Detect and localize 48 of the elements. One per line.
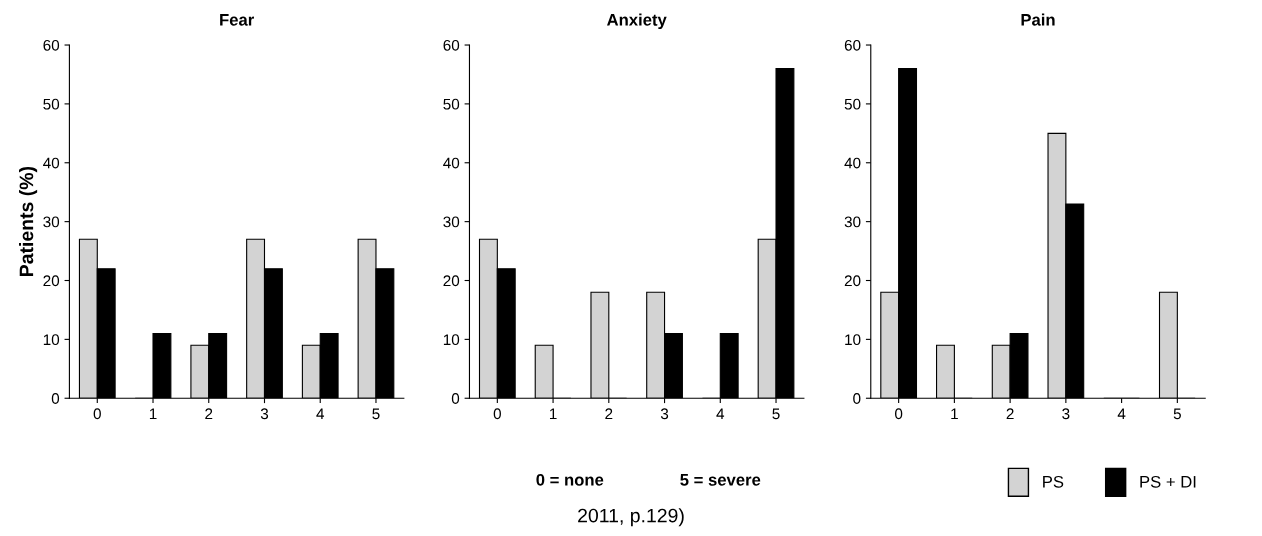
x-tick-label: 4: [716, 408, 725, 420]
y-tick-label: 20: [844, 275, 861, 287]
legend-label: PS: [1043, 475, 1064, 488]
y-tick-label: 50: [844, 98, 861, 110]
x-tick-label: 0: [93, 408, 101, 420]
y-tick-label: 40: [844, 157, 861, 169]
x-tick-label: 5: [1173, 408, 1181, 420]
y-tick-label: 20: [443, 275, 460, 287]
y-tick-label: 40: [443, 157, 460, 169]
x-tick-label: 3: [660, 408, 669, 420]
chart-title: Anxiety: [606, 13, 667, 30]
x-tick-label: 2: [205, 408, 213, 420]
chart-title: Pain: [1021, 13, 1055, 26]
y-tick-label: 10: [43, 334, 60, 346]
x-tick-label: 5: [372, 408, 380, 420]
x-tick-label: 1: [549, 408, 557, 420]
legend-label: PS + DI: [1140, 475, 1196, 488]
y-tick-label: 10: [845, 334, 861, 346]
y-axis-title: Patients (%): [19, 166, 38, 276]
chart-title: Fear: [220, 14, 254, 26]
y-tick-label: 30: [43, 216, 60, 228]
x-tick-label: 5: [772, 408, 780, 420]
x-tick-label: 4: [316, 408, 325, 420]
y-tick-label: 60: [844, 39, 861, 51]
y-tick-label: 0: [51, 393, 60, 404]
y-tick-label: 40: [43, 157, 60, 169]
x-tick-label: 1: [951, 408, 958, 420]
text: 0 = none: [536, 473, 604, 486]
text: 2011, p.129): [578, 508, 684, 527]
y-tick-label: 0: [853, 393, 861, 404]
x-tick-label: 2: [1006, 408, 1014, 420]
x-tick-label: 0: [895, 408, 903, 420]
x-tick-label: 0: [493, 408, 501, 420]
y-tick-label: 10: [443, 334, 460, 346]
x-tick-label: 1: [149, 408, 157, 420]
text: 5 = severe: [680, 474, 761, 486]
y-tick-label: 50: [443, 98, 460, 110]
y-tick-label: 30: [844, 216, 861, 228]
y-tick-label: 50: [43, 98, 60, 110]
x-tick-label: 3: [1062, 408, 1070, 420]
x-tick-label: 4: [1117, 408, 1126, 420]
x-tick-label: 2: [605, 408, 613, 420]
y-tick-label: 60: [43, 39, 60, 51]
y-tick-label: 0: [451, 393, 460, 404]
y-tick-label: 60: [443, 39, 460, 51]
y-tick-label: 30: [443, 216, 460, 228]
x-tick-label: 3: [260, 408, 269, 420]
y-tick-label: 20: [43, 275, 60, 287]
